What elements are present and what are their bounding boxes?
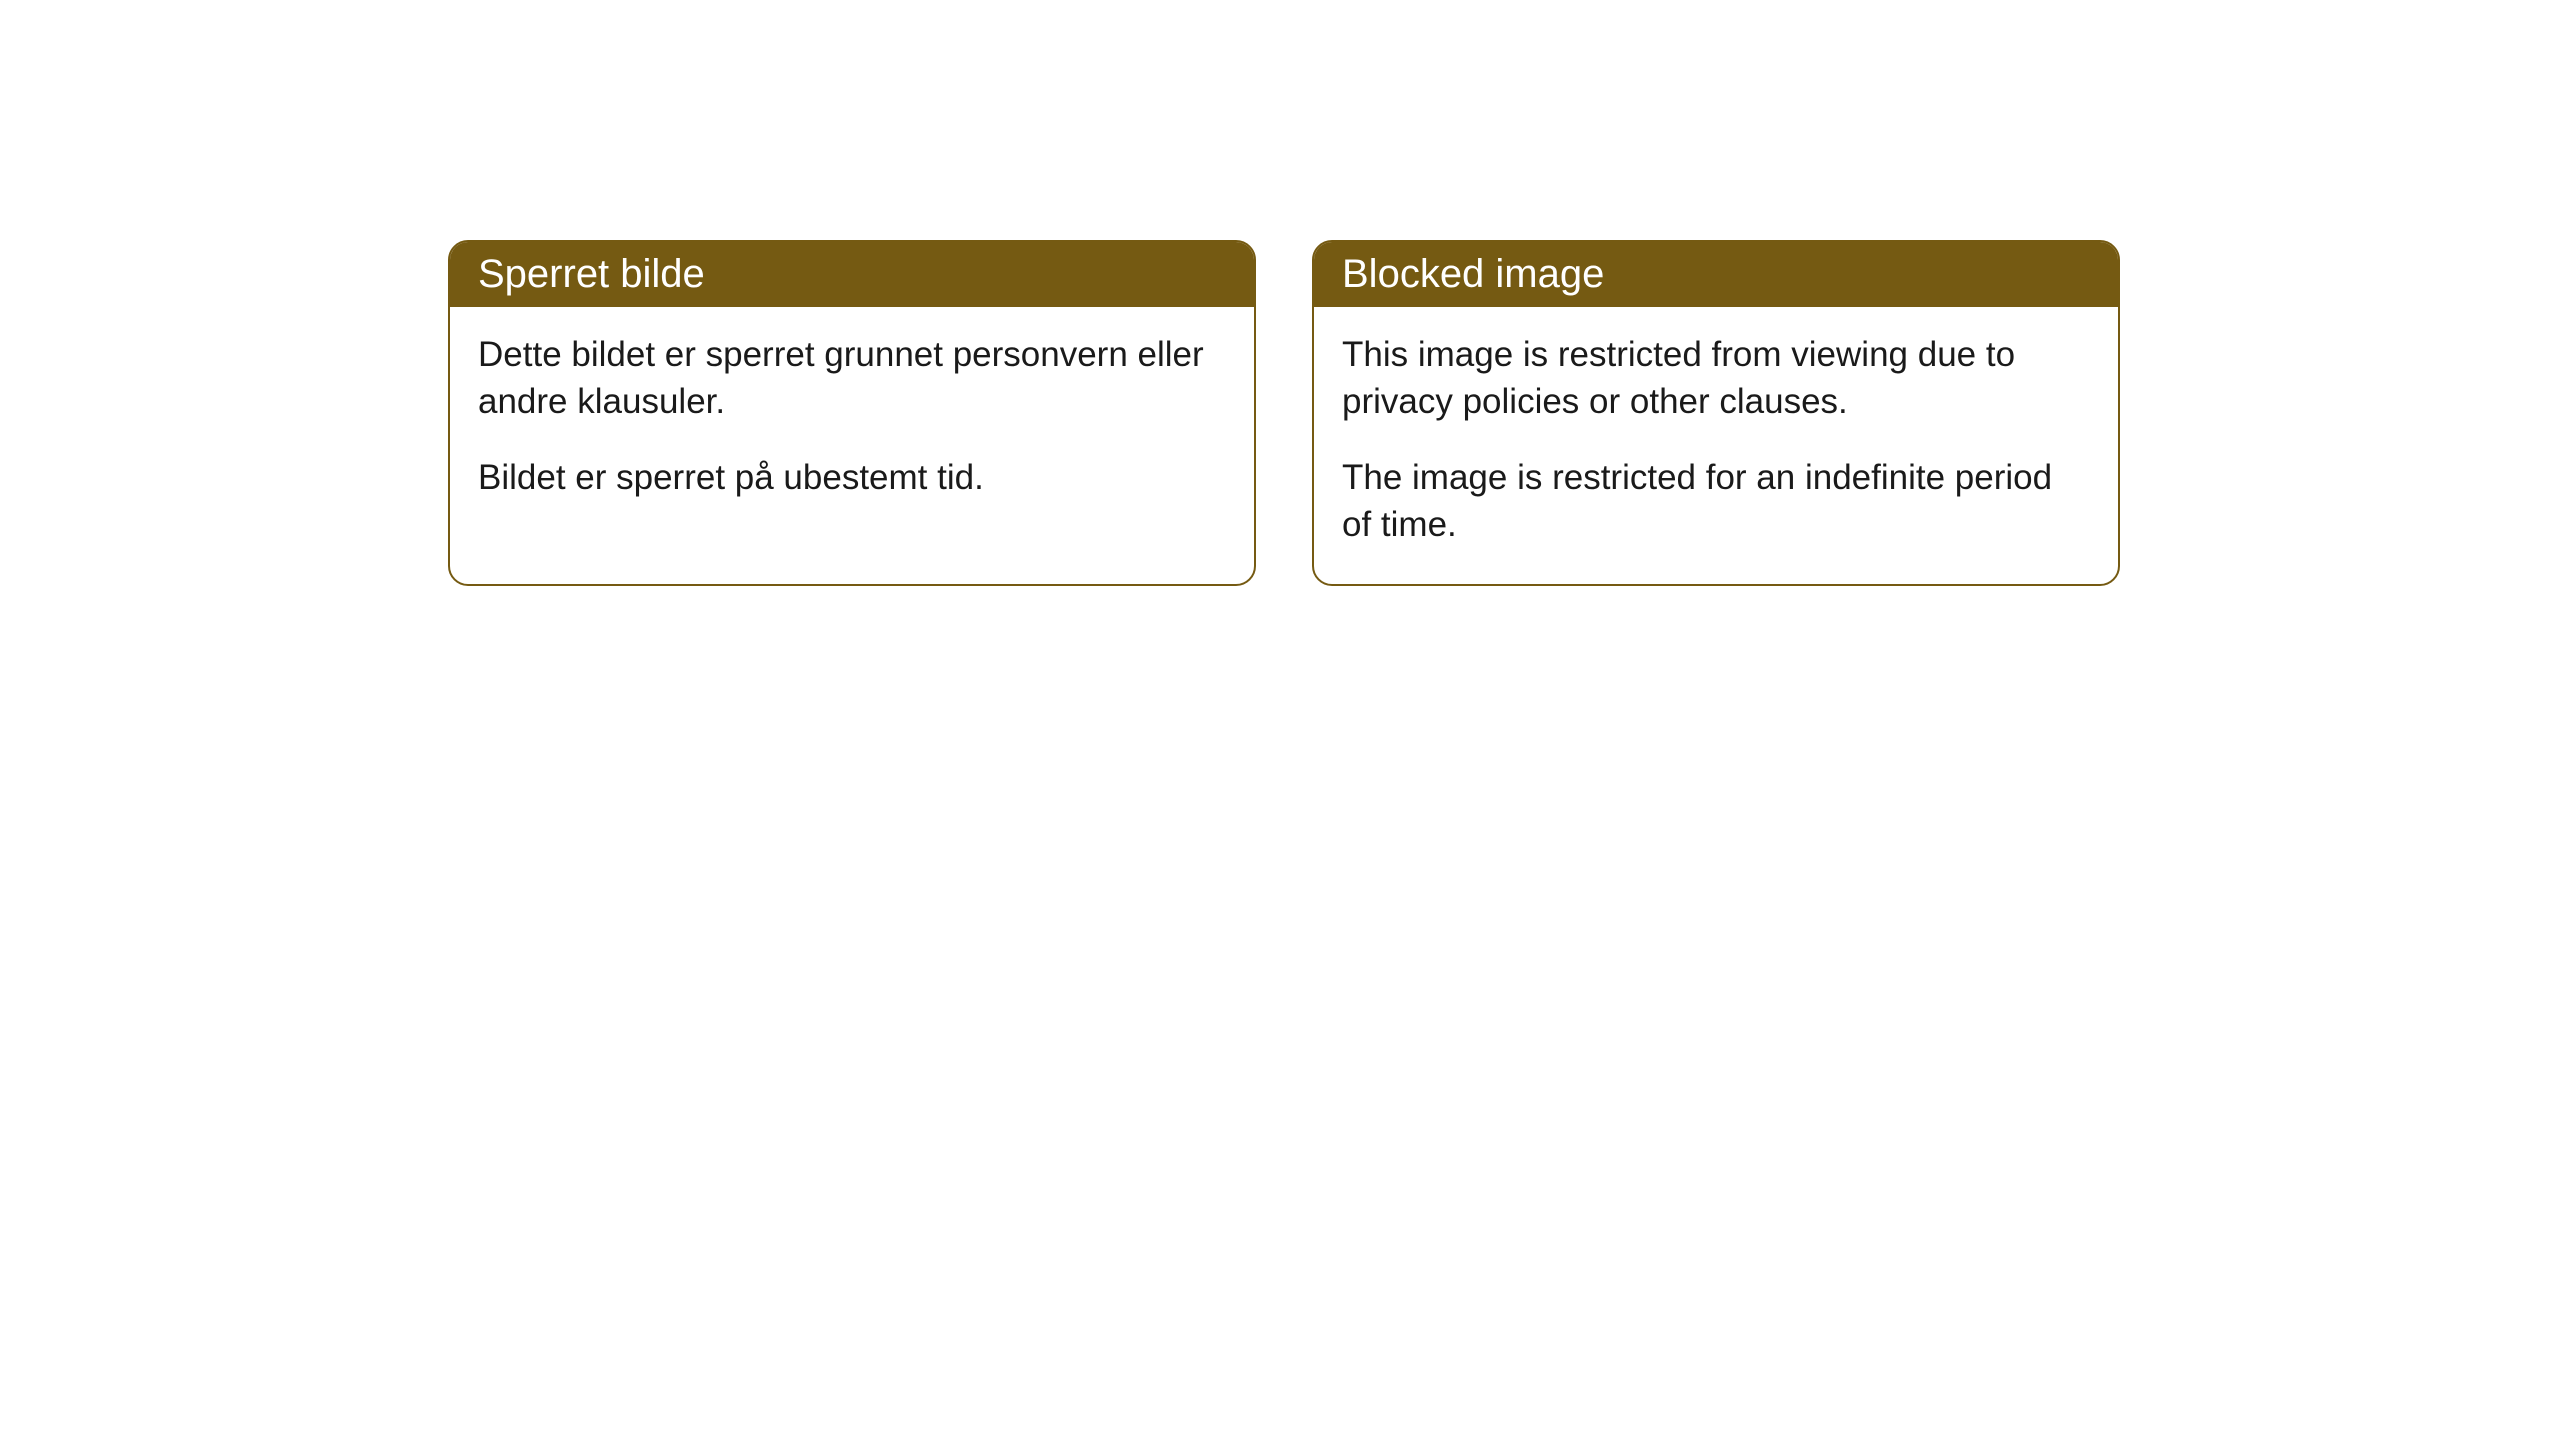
card-paragraph: The image is restricted for an indefinit… [1342,454,2090,549]
blocked-image-card-english: Blocked image This image is restricted f… [1312,240,2120,586]
card-header: Blocked image [1314,242,2118,307]
card-body: This image is restricted from viewing du… [1314,307,2118,584]
card-paragraph: This image is restricted from viewing du… [1342,331,2090,426]
card-body: Dette bildet er sperret grunnet personve… [450,307,1254,537]
card-title: Sperret bilde [478,252,705,296]
blocked-image-card-norwegian: Sperret bilde Dette bildet er sperret gr… [448,240,1256,586]
info-cards-container: Sperret bilde Dette bildet er sperret gr… [448,240,2120,586]
card-paragraph: Bildet er sperret på ubestemt tid. [478,454,1226,501]
card-header: Sperret bilde [450,242,1254,307]
card-paragraph: Dette bildet er sperret grunnet personve… [478,331,1226,426]
card-title: Blocked image [1342,252,1604,296]
